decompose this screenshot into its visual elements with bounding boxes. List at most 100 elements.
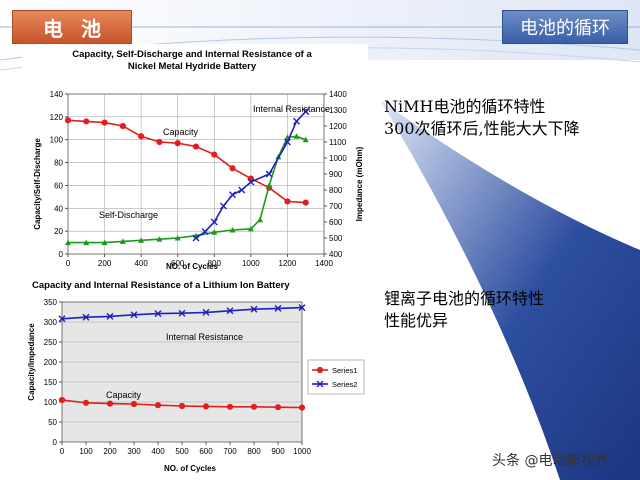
data-point-internal-resistance [229,191,237,199]
data-point-self-discharge [293,133,300,139]
legend-marker [316,366,324,374]
data-point-series2 [298,304,306,312]
data-point-self-discharge [138,237,145,243]
x-tick-label: 1400 [315,259,333,268]
x-tick-label: 0 [60,447,65,456]
data-point-internal-resistance [265,170,273,178]
data-point-internal-resistance [238,186,246,194]
y-tick-label: 200 [44,358,58,367]
nimh-chart-panel: Capacity, Self-Discharge and Internal Re… [22,44,368,272]
data-point-self-discharge [302,136,309,143]
data-point-series1 [130,400,138,408]
x-tick-label: 700 [223,447,237,456]
x-tick-label: 200 [98,259,112,268]
li-note-line2: 性能优异 [384,311,449,330]
plot-area [67,93,325,255]
data-point-capacity [302,199,309,206]
x-tick-label: 800 [247,447,261,456]
data-point-capacity [156,138,163,146]
legend-entry: Series1 [332,366,357,375]
data-point-series1 [274,404,282,411]
data-point-self-discharge [229,227,236,233]
x-tick-label: 600 [171,259,185,268]
x-tick-label: 900 [271,447,285,456]
data-point-series2 [82,313,90,321]
data-point-capacity [83,118,90,125]
data-point-series1 [202,403,210,410]
nimh-note-line2: 300次循环后,性能大大下降 [384,119,580,138]
data-point-series1 [178,402,186,410]
data-point-capacity [284,198,291,205]
data-point-series2 [58,315,66,323]
data-point-capacity [119,122,126,130]
header-right-title: 电池的循环 [502,10,628,44]
data-point-internal-resistance [192,234,200,242]
data-point-self-discharge [247,225,254,232]
x-axis-label: NO. of Cycles [164,464,217,473]
data-point-series2 [106,312,114,320]
x-tick-label: 1000 [293,447,311,456]
data-point-series1 [250,403,258,410]
y-tick-label: 300 [44,318,58,327]
chart-title-line1: Capacity, Self-Discharge and Internal Re… [72,49,312,60]
y-tick-label: 20 [54,227,63,236]
y2-tick-label: 1200 [329,122,347,131]
annotation-capacity: Capacity [106,390,142,400]
x-tick-label: 400 [134,259,148,268]
data-point-self-discharge [119,238,126,244]
y2-tick-label: 1400 [329,90,347,99]
data-point-internal-resistance [283,138,291,146]
y-tick-label: 50 [48,418,57,427]
series-line-capacity [67,119,306,204]
y2-tick-label: 400 [329,250,343,259]
y2-tick-label: 1000 [329,154,347,163]
y-axis-label: Capacity/Self-Discharge [33,138,42,230]
data-point-series2 [178,309,186,317]
decorative-swoosh [380,100,640,480]
data-point-series1 [58,396,66,404]
x-tick-label: 500 [175,447,189,456]
li-note-line1: 锂离子电池的循环特性 [384,289,545,308]
legend-entry: Series2 [332,380,357,389]
legend-marker [316,380,324,388]
data-point-capacity [138,133,145,140]
data-point-series2 [226,307,234,315]
y-tick-label: 350 [44,298,58,307]
data-point-internal-resistance [302,108,310,116]
y2-tick-label: 700 [329,202,343,211]
data-point-self-discharge [83,239,90,246]
data-point-internal-resistance [293,117,301,125]
data-point-self-discharge [101,239,108,246]
watermark: 头条 @电动新视界 [492,453,609,469]
data-point-capacity [174,140,181,147]
y-tick-label: 120 [50,113,64,122]
annotation-capacity: Capacity [163,127,199,137]
data-point-series1 [154,402,162,409]
data-point-capacity [101,119,108,126]
data-point-series1 [226,403,234,410]
data-point-series2 [202,308,210,316]
y-tick-label: 80 [54,159,63,168]
y2-tick-label: 900 [329,170,343,179]
data-point-internal-resistance [247,178,255,186]
y-tick-label: 140 [50,90,64,99]
x-tick-label: 300 [127,447,141,456]
x-tick-label: 100 [79,447,93,456]
chart-title-line2: Nickel Metal Hydride Battery [128,61,257,72]
nimh-note-line1: NiMH电池的循环特性 [384,97,546,116]
y2-tick-label: 1100 [329,138,347,147]
x-tick-label: 600 [199,447,213,456]
x-axis-label: NO. of Cycles [166,262,219,271]
header-left-title: 电池 [12,10,132,44]
chart-title: Capacity and Internal Resistance of a Li… [32,280,290,291]
data-point-self-discharge [174,235,181,241]
data-point-self-discharge [257,216,263,223]
data-point-capacity [211,151,218,158]
data-point-series2 [250,305,258,313]
x-tick-label: 0 [66,259,71,268]
data-point-internal-resistance [219,202,227,210]
x-tick-label: 1200 [279,259,297,268]
data-point-self-discharge [266,182,273,188]
data-point-series1 [82,399,90,406]
y-tick-label: 100 [44,398,58,407]
